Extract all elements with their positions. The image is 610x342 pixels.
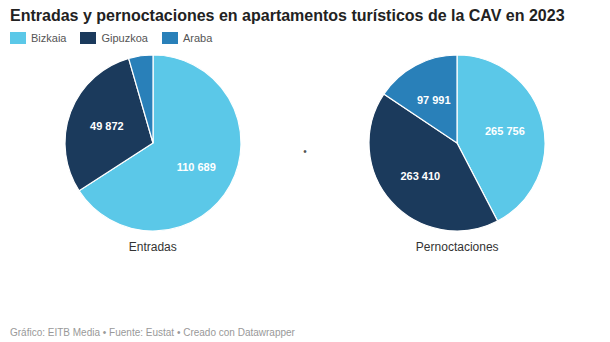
- html-text:Gipuzkoa: Gipuzkoa: [101, 32, 148, 44]
- svg-text:97 991: 97 991: [417, 94, 451, 106]
- html-text:Araba: Araba: [183, 32, 213, 44]
- html-text:Entradas: Entradas: [128, 240, 177, 254]
- html-text:Entradas y pernoctaciones en a: Entradas y pernoctaciones en apartamento…: [10, 7, 565, 24]
- html-text:Gráfico: EITB Media • Fuente:: Gráfico: EITB Media • Fuente: Eustat • C…: [10, 327, 295, 338]
- svg-text:265 756: 265 756: [485, 125, 525, 137]
- svg-text:263 410: 263 410: [401, 170, 441, 182]
- html-text:Bizkaia: Bizkaia: [31, 32, 67, 44]
- html-text:Pernoctaciones: Pernoctaciones: [415, 240, 499, 254]
- svg-text:49 872: 49 872: [90, 120, 124, 132]
- svg-text:110 689: 110 689: [176, 161, 215, 173]
